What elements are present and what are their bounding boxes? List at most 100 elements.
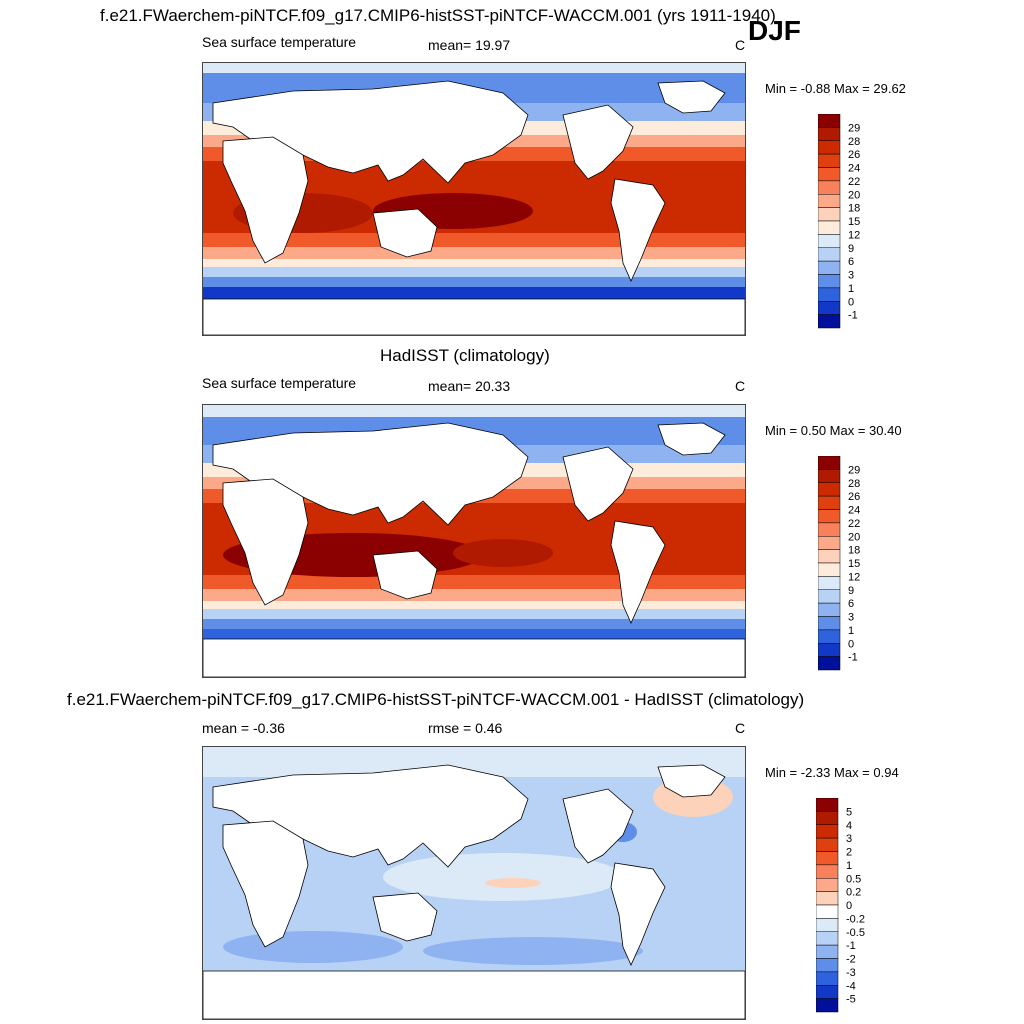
colorbar-swatch bbox=[815, 851, 839, 866]
panel1-minmax-label: Min = -0.88 Max = 29.62 bbox=[765, 81, 906, 96]
colorbar-swatch bbox=[815, 797, 839, 812]
colorbar-tick-label: 20 bbox=[848, 189, 860, 201]
colorbar-swatch bbox=[817, 656, 841, 671]
colorbar-swatch bbox=[815, 837, 839, 852]
panel3-rmse-label: rmse = 0.46 bbox=[428, 720, 503, 736]
colorbar-tick-label: 29 bbox=[848, 464, 860, 476]
colorbar-tick-label: 4 bbox=[846, 820, 852, 832]
colorbar-swatch bbox=[817, 549, 841, 564]
panel1-land bbox=[203, 80, 745, 335]
colorbar-swatch bbox=[817, 301, 841, 315]
colorbar-swatch bbox=[817, 314, 841, 329]
colorbar-swatch bbox=[815, 958, 839, 973]
colorbar-tick-label: -1 bbox=[848, 652, 858, 664]
colorbar-swatch bbox=[815, 824, 839, 839]
colorbar-tick-label: 5 bbox=[846, 806, 852, 818]
colorbar-swatch bbox=[815, 864, 839, 879]
colorbar-swatch bbox=[815, 971, 839, 986]
colorbar-tick-label: 2 bbox=[846, 847, 852, 859]
colorbar-swatch bbox=[817, 469, 841, 483]
colorbar-swatch bbox=[817, 629, 841, 644]
panel2-minmax-label: Min = 0.50 Max = 30.40 bbox=[765, 423, 902, 438]
colorbar-swatch bbox=[815, 944, 839, 959]
colorbar-tick-label: -0.2 bbox=[846, 913, 865, 925]
season-label: DJF bbox=[748, 15, 801, 46]
colorbar-swatch bbox=[815, 811, 839, 825]
colorbar-swatch bbox=[817, 113, 841, 128]
colorbar-tick-label: 9 bbox=[848, 243, 854, 255]
colorbar-tick-label: 12 bbox=[848, 571, 860, 583]
colorbar-tick-label: 15 bbox=[848, 216, 860, 228]
colorbar-swatch bbox=[817, 207, 841, 222]
colorbar-tick-label: 24 bbox=[848, 505, 860, 517]
colorbar-swatch bbox=[817, 153, 841, 168]
colorbar-swatch bbox=[817, 576, 841, 590]
colorbar-swatch bbox=[815, 918, 839, 932]
colorbar-tick-label: 12 bbox=[848, 229, 860, 241]
colorbar-swatch bbox=[817, 455, 841, 470]
panel2-sst-map bbox=[202, 404, 746, 678]
colorbar-tick-label: 1 bbox=[846, 860, 852, 872]
colorbar-swatch bbox=[817, 287, 841, 302]
colorbar-swatch bbox=[817, 602, 841, 617]
colorbar-swatch bbox=[817, 167, 841, 182]
colorbar-tick-label: -1 bbox=[848, 310, 858, 322]
colorbar-swatch bbox=[817, 260, 841, 275]
colorbar-swatch bbox=[817, 589, 841, 604]
colorbar-swatch bbox=[817, 536, 841, 550]
panel1-sst-map bbox=[202, 62, 746, 336]
panel1-title: f.e21.FWaerchem-piNTCF.f09_g17.CMIP6-his… bbox=[100, 6, 776, 25]
colorbar-tick-label: -1 bbox=[846, 940, 856, 952]
colorbar-swatch bbox=[815, 878, 839, 892]
panel3-units-label: C bbox=[735, 720, 746, 736]
colorbar-tick-label: 6 bbox=[848, 598, 854, 610]
panel3-title: f.e21.FWaerchem-piNTCF.f09_g17.CMIP6-his… bbox=[67, 690, 805, 709]
colorbar-tick-label: 1 bbox=[848, 283, 854, 295]
colorbar-tick-label: 0.5 bbox=[846, 873, 861, 885]
colorbar-tick-label: 9 bbox=[848, 585, 854, 597]
colorbar-swatch bbox=[817, 180, 841, 195]
panel3-land bbox=[203, 764, 745, 1019]
colorbar-tick-label: -2 bbox=[846, 954, 856, 966]
colorbar-swatch bbox=[815, 891, 839, 906]
colorbar-swatch bbox=[817, 220, 841, 235]
colorbar-swatch bbox=[817, 194, 841, 208]
panel3-colorbar: 5 4 3 2 1 0.5 0.2 0 -0.2 -0.5 -1 -2 -3 -4 -5 bbox=[815, 797, 886, 1019]
colorbar-swatch bbox=[817, 643, 841, 657]
colorbar-swatch bbox=[815, 904, 839, 919]
colorbar-tick-label: 3 bbox=[848, 612, 854, 624]
colorbar-swatch bbox=[815, 931, 839, 946]
colorbar-swatch bbox=[817, 274, 841, 289]
colorbar-tick-label: 24 bbox=[848, 163, 860, 175]
colorbar-swatch bbox=[817, 482, 841, 497]
colorbar-swatch bbox=[817, 616, 841, 631]
colorbar-tick-label: 1 bbox=[848, 625, 854, 637]
colorbar-swatch bbox=[817, 562, 841, 577]
colorbar-tick-label: 3 bbox=[846, 833, 852, 845]
panel2-units-label: C bbox=[735, 378, 746, 394]
panel2-title: HadISST (climatology) bbox=[380, 346, 550, 365]
colorbar-tick-label: 3 bbox=[848, 270, 854, 282]
colorbar-tick-label: -5 bbox=[846, 994, 856, 1006]
colorbar-tick-label: -4 bbox=[846, 980, 856, 992]
colorbar-swatch bbox=[817, 247, 841, 262]
panel2-variable-label: Sea surface temperature bbox=[202, 375, 357, 391]
panel1-units-label: C bbox=[735, 37, 746, 53]
colorbar-tick-label: 20 bbox=[848, 531, 860, 543]
colorbar-tick-label: 6 bbox=[848, 256, 854, 268]
colorbar-tick-label: 18 bbox=[848, 545, 860, 557]
colorbar-tick-label: 22 bbox=[848, 176, 860, 188]
colorbar-swatch bbox=[817, 140, 841, 155]
colorbar-swatch bbox=[815, 985, 839, 999]
panel3-mean-label: mean = -0.36 bbox=[202, 720, 285, 736]
panel2-land bbox=[203, 422, 745, 677]
panel1-mean-label: mean= 19.97 bbox=[428, 37, 511, 53]
colorbar-swatch bbox=[817, 509, 841, 524]
panel3-colorbar-svg: 5 43 210.5 0.20-0.2 -0.5-1 -2-3-4 -5 bbox=[815, 797, 865, 1013]
colorbar-swatch bbox=[817, 522, 841, 537]
colorbar-tick-label: 0.2 bbox=[846, 887, 861, 899]
colorbar-swatch bbox=[815, 998, 839, 1013]
colorbar-tick-label: 28 bbox=[848, 478, 860, 490]
